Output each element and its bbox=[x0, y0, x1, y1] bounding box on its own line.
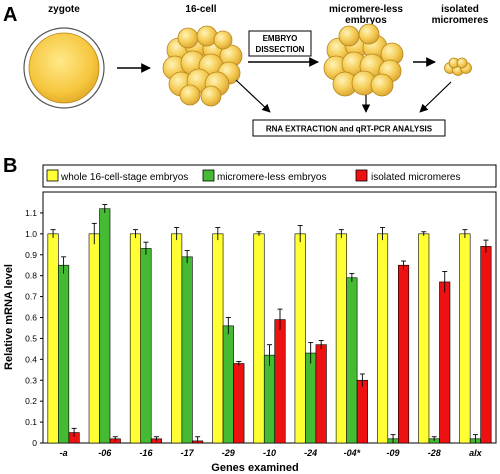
isolated-micromere-bar bbox=[397, 264, 410, 444]
isolated-micromere-bar bbox=[233, 363, 245, 444]
sixteen-cell-cell bbox=[213, 30, 233, 50]
panel-b-label: B bbox=[3, 155, 17, 177]
sixteen-cell-cell bbox=[196, 25, 218, 47]
legend: whole 16-cell-stage embryos micromere-le… bbox=[42, 164, 497, 188]
isolated-label-line2: micromeres bbox=[432, 15, 489, 26]
micromere-less-cell bbox=[358, 23, 380, 45]
micromere-less-bar bbox=[58, 264, 70, 444]
x-tick-label: -10 bbox=[263, 448, 276, 458]
zygote-label: zygote bbox=[48, 4, 80, 15]
y-tick-label: 0.9 bbox=[25, 250, 37, 260]
panel-a-label: A bbox=[3, 4, 17, 26]
dissection-line1: EMBRYO bbox=[263, 34, 298, 43]
y-tick-label: 0 bbox=[32, 438, 37, 448]
whole-embryo-bar bbox=[294, 233, 306, 444]
micromere-less-bar bbox=[140, 248, 152, 444]
x-tick-label: -29 bbox=[222, 448, 235, 458]
legend-swatch-whole bbox=[46, 169, 59, 182]
y-tick-label: 0.2 bbox=[25, 396, 37, 406]
y-tick-label: 1.0 bbox=[25, 229, 37, 239]
sixteen-cell-illustration bbox=[162, 25, 243, 107]
legend-label-whole: whole 16-cell-stage embryos bbox=[60, 172, 188, 183]
micromere-less-bar bbox=[99, 208, 111, 444]
whole-embryo-bar bbox=[47, 233, 59, 444]
x-axis-ticks: -a -06 -16 -17 -29 -10 -24 -04* -09 -28 alx bbox=[60, 448, 483, 458]
micromere-less-bar bbox=[222, 325, 234, 444]
whole-embryo-bar bbox=[88, 233, 100, 444]
whole-embryo-bar bbox=[459, 233, 471, 444]
isolated-micromere-bar bbox=[480, 246, 492, 444]
y-tick-label: 0.8 bbox=[25, 271, 37, 281]
y-tick-label: 0.4 bbox=[25, 354, 37, 364]
isolated-micromere-bar bbox=[274, 319, 286, 444]
whole-embryo-bar bbox=[335, 233, 347, 444]
bars bbox=[47, 204, 492, 444]
micromere-less-label-line1: micromere-less bbox=[329, 4, 403, 15]
y-axis-label: Relative mRNA level bbox=[3, 264, 15, 370]
legend-label-micromere-less: micromere-less embryos bbox=[217, 172, 326, 183]
x-tick-label: -16 bbox=[139, 448, 153, 458]
legend-frame bbox=[42, 164, 497, 188]
y-tick-label: 0.5 bbox=[25, 333, 37, 343]
panel-a: A zygote 16-cell micromere-less embryos … bbox=[3, 4, 489, 137]
dissection-line2: DISSECTION bbox=[256, 45, 305, 54]
whole-embryo-bar bbox=[418, 233, 430, 444]
analysis-box: RNA EXTRACTION and qRT-PCR ANALYSIS bbox=[252, 119, 446, 137]
x-tick-label: -24 bbox=[304, 448, 317, 458]
x-tick-label: alx bbox=[469, 448, 483, 458]
micromere-less-bar bbox=[305, 352, 317, 444]
micromere-less-label-line2: embryos bbox=[345, 15, 387, 26]
micromere-cell bbox=[456, 57, 468, 69]
sixteen-cell-cell bbox=[177, 27, 199, 49]
bar-chart: 0 0.1 0.2 0.3 0.4 0.5 0.6 0.7 0.8 0.9 1.0 1.1 -a -06… bbox=[3, 191, 497, 474]
y-tick-label: 1.1 bbox=[25, 208, 37, 218]
analysis-label: RNA EXTRACTION and qRT-PCR ANALYSIS bbox=[266, 125, 433, 134]
y-tick-label: 0.7 bbox=[25, 292, 37, 302]
micromere-less-bar bbox=[263, 354, 276, 444]
x-tick-label: -04* bbox=[344, 448, 361, 458]
arrow-micromeres-to-analysis bbox=[419, 81, 452, 113]
dissection-box: EMBRYO DISSECTION bbox=[248, 30, 312, 57]
x-tick-label: -28 bbox=[428, 448, 441, 458]
sixteen-cell-label: 16-cell bbox=[185, 4, 216, 15]
x-tick-label: -17 bbox=[181, 448, 195, 458]
micromere-less-bar bbox=[181, 256, 193, 444]
legend-swatch-micromere-less bbox=[202, 169, 215, 182]
arrow-16cell-to-analysis bbox=[235, 79, 271, 113]
micromere-less-cell bbox=[338, 25, 360, 47]
micromere-less-bar bbox=[346, 277, 358, 444]
sixteen-cell-cell bbox=[200, 85, 222, 107]
isolated-micromere-bar bbox=[315, 344, 327, 444]
x-tick-label: -06 bbox=[98, 448, 112, 458]
whole-embryo-bar bbox=[129, 233, 142, 444]
isolated-micromere-bar bbox=[356, 379, 368, 444]
whole-embryo-bar bbox=[171, 233, 183, 444]
whole-embryo-bar bbox=[253, 233, 265, 444]
y-tick-label: 0.3 bbox=[25, 375, 37, 385]
sixteen-cell-cell bbox=[179, 84, 201, 106]
y-axis-ticks: 0 0.1 0.2 0.3 0.4 0.5 0.6 0.7 0.8 0.9 1.0 1.1 bbox=[25, 208, 43, 448]
micromere-less-cell bbox=[370, 73, 394, 97]
isolated-label-line1: isolated bbox=[441, 4, 479, 15]
x-tick-label: -09 bbox=[387, 448, 400, 458]
zygote-illustration bbox=[23, 27, 105, 109]
isolated-micromeres-illustration bbox=[444, 57, 472, 76]
whole-embryo-bar bbox=[376, 233, 389, 444]
micromere-less-illustration bbox=[323, 23, 404, 97]
y-tick-label: 0.6 bbox=[25, 313, 37, 323]
panel-b: B whole 16-cell-stage embryos micromere-… bbox=[3, 155, 497, 474]
x-axis-label: Genes examined bbox=[211, 462, 298, 474]
legend-label-isolated: isolated micromeres bbox=[371, 172, 460, 183]
x-tick-label: -a bbox=[60, 448, 68, 458]
whole-embryo-bar bbox=[212, 233, 224, 444]
y-tick-label: 0.1 bbox=[25, 417, 37, 427]
legend-swatch-isolated bbox=[355, 169, 368, 182]
isolated-micromere-bar bbox=[439, 281, 451, 444]
